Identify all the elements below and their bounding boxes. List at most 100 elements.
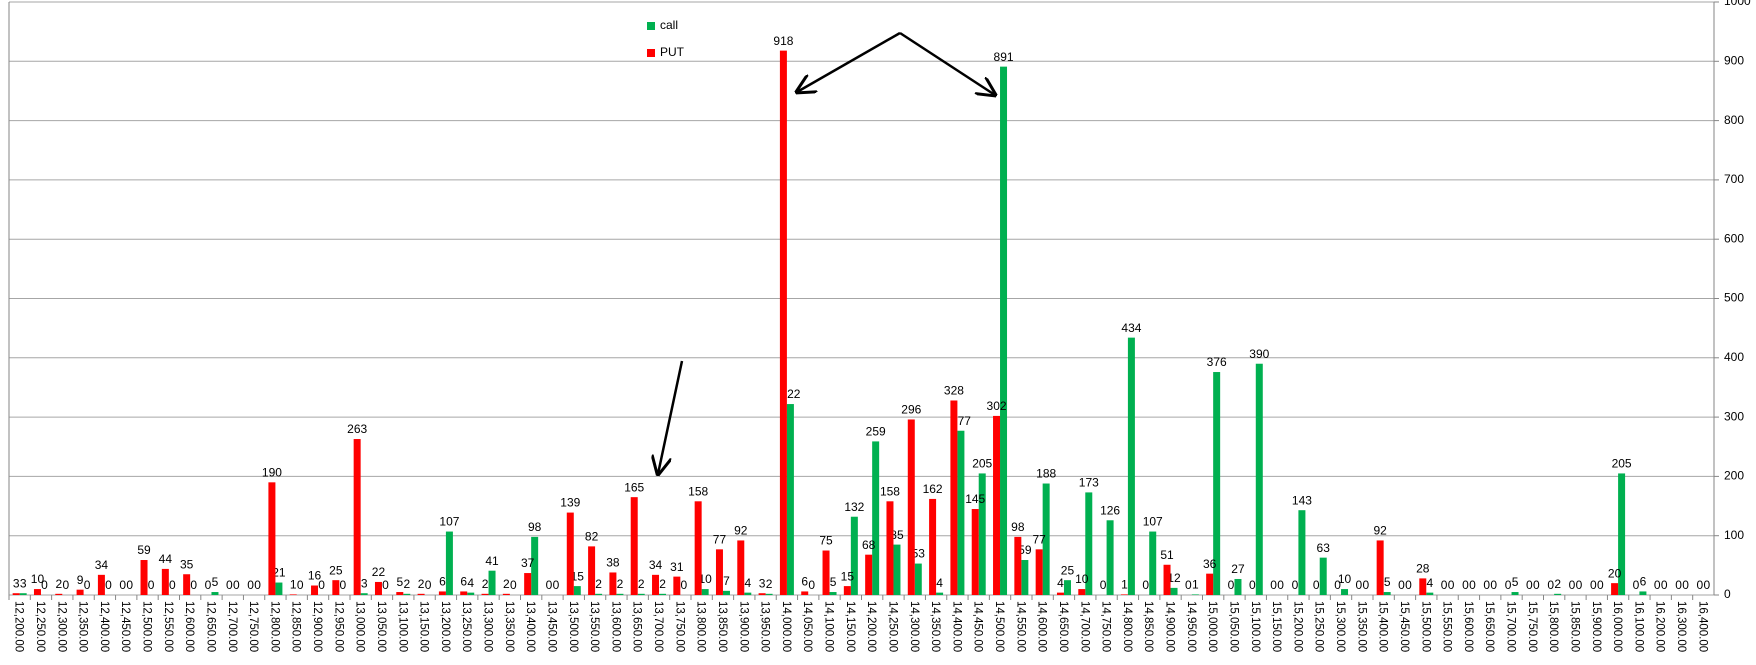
bar bbox=[758, 593, 766, 595]
data-label: 3 bbox=[20, 576, 27, 590]
bar bbox=[573, 586, 581, 595]
data-label: 0 bbox=[1313, 578, 1320, 592]
data-label: 34 bbox=[649, 558, 663, 572]
x-tick-label: 13,250.00 bbox=[460, 601, 472, 652]
data-label: 5 bbox=[1512, 575, 1519, 589]
data-label: 7 bbox=[723, 574, 730, 588]
data-label: 263 bbox=[347, 422, 367, 436]
data-label: 2 bbox=[418, 577, 425, 591]
bar bbox=[1021, 560, 1029, 595]
x-tick-label: 15,550.00 bbox=[1441, 601, 1453, 652]
x-tick-label: 12,900.00 bbox=[311, 601, 323, 652]
data-label: 107 bbox=[439, 515, 459, 529]
x-tick-label: 14,300.00 bbox=[908, 601, 920, 652]
data-label: 4 bbox=[1057, 576, 1064, 590]
data-label: 25 bbox=[1061, 563, 1075, 577]
bar bbox=[161, 568, 169, 595]
x-tick-label: 14,250.00 bbox=[886, 601, 898, 652]
bar bbox=[886, 501, 894, 595]
data-label: 35 bbox=[180, 557, 194, 571]
bar bbox=[1206, 573, 1214, 595]
data-label: 0 bbox=[1363, 578, 1370, 592]
bar bbox=[275, 582, 283, 595]
data-label: 3 bbox=[361, 576, 368, 590]
x-tick-label: 15,500.00 bbox=[1419, 601, 1431, 652]
legend-label: PUT bbox=[660, 45, 685, 59]
data-label: 190 bbox=[262, 466, 282, 480]
data-label: 259 bbox=[866, 425, 886, 439]
bar bbox=[1511, 592, 1519, 595]
data-label: 0 bbox=[318, 578, 325, 592]
x-tick-label: 15,300.00 bbox=[1334, 601, 1346, 652]
data-label: 10 bbox=[1075, 572, 1089, 586]
data-label: 2 bbox=[482, 577, 489, 591]
legend-label: call bbox=[660, 18, 678, 32]
x-tick-label: 12,750.00 bbox=[247, 601, 259, 652]
plot-area: 0100200300400500600700800900100012,200.0… bbox=[8, 0, 1751, 652]
x-tick-label: 12,800.00 bbox=[268, 601, 280, 652]
bar bbox=[865, 554, 873, 595]
data-label: 6 bbox=[460, 575, 467, 589]
x-tick-label: 12,450.00 bbox=[119, 601, 131, 652]
x-tick-label: 12,950.00 bbox=[332, 601, 344, 652]
data-label: 10 bbox=[698, 572, 712, 586]
x-tick-label: 12,700.00 bbox=[226, 601, 238, 652]
x-tick-label: 13,300.00 bbox=[482, 601, 494, 652]
x-tick-label: 12,500.00 bbox=[141, 601, 153, 652]
data-label: 0 bbox=[1547, 578, 1554, 592]
data-label: 36 bbox=[1203, 557, 1217, 571]
bar bbox=[652, 574, 660, 595]
x-tick-label: 13,900.00 bbox=[737, 601, 749, 652]
data-label: 6 bbox=[1640, 575, 1647, 589]
data-label: 59 bbox=[137, 543, 151, 557]
bar bbox=[211, 592, 219, 595]
x-tick-label: 13,000.00 bbox=[354, 601, 366, 652]
data-label: 0 bbox=[1356, 578, 1363, 592]
bar bbox=[701, 589, 709, 595]
bar bbox=[843, 586, 851, 595]
bar bbox=[829, 592, 837, 595]
x-tick-label: 14,050.00 bbox=[801, 601, 813, 652]
x-tick-label: 15,750.00 bbox=[1526, 601, 1538, 652]
bar bbox=[1234, 578, 1242, 595]
x-tick-label: 14,000.00 bbox=[780, 601, 792, 652]
data-label: 126 bbox=[1100, 503, 1120, 517]
data-label: 0 bbox=[510, 578, 517, 592]
data-label: 2 bbox=[1554, 577, 1561, 591]
arrow bbox=[899, 31, 995, 95]
data-label: 205 bbox=[1612, 457, 1632, 471]
bar bbox=[1085, 492, 1093, 595]
data-label: 0 bbox=[1569, 578, 1576, 592]
data-label: 0 bbox=[126, 578, 133, 592]
data-label: 0 bbox=[1597, 578, 1604, 592]
bar bbox=[907, 419, 915, 595]
bar bbox=[12, 593, 20, 595]
bar bbox=[786, 404, 794, 595]
data-label: 6 bbox=[439, 575, 446, 589]
data-label: 2 bbox=[55, 577, 62, 591]
bar bbox=[765, 593, 773, 595]
data-label: 5 bbox=[396, 575, 403, 589]
bar bbox=[1078, 589, 1086, 595]
data-label: 38 bbox=[606, 556, 620, 570]
bar bbox=[183, 574, 191, 595]
y-tick-label: 800 bbox=[1724, 113, 1744, 127]
data-label: 0 bbox=[553, 578, 560, 592]
y-tick-label: 500 bbox=[1724, 291, 1744, 305]
bar bbox=[715, 549, 723, 595]
x-tick-label: 16,200.00 bbox=[1654, 601, 1666, 652]
x-tick-label: 14,450.00 bbox=[972, 601, 984, 652]
data-label: 98 bbox=[1011, 520, 1025, 534]
bar bbox=[1127, 337, 1135, 595]
data-label: 98 bbox=[528, 520, 542, 534]
data-label: 0 bbox=[808, 578, 815, 592]
data-label: 0 bbox=[1441, 578, 1448, 592]
data-label: 165 bbox=[624, 480, 644, 494]
y-tick-label: 400 bbox=[1724, 350, 1744, 364]
x-tick-label: 13,150.00 bbox=[418, 601, 430, 652]
data-label: 2 bbox=[595, 577, 602, 591]
data-label: 0 bbox=[1100, 578, 1107, 592]
x-tick-label: 13,550.00 bbox=[588, 601, 600, 652]
bar bbox=[311, 585, 319, 595]
